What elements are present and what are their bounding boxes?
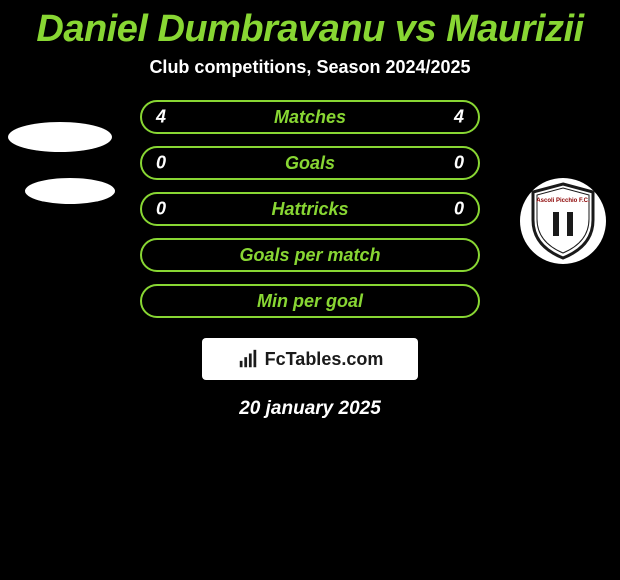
chart-icon: [237, 348, 259, 370]
watermark-link[interactable]: FcTables.com: [202, 338, 418, 380]
stat-label: Min per goal: [257, 291, 363, 312]
stat-row-matches: 4 Matches 4: [140, 100, 480, 134]
stat-right-value: 0: [454, 153, 464, 174]
stat-left-value: 0: [156, 199, 166, 220]
stat-row-goals: 0 Goals 0: [140, 146, 480, 180]
stat-row-goals-per-match: Goals per match: [140, 238, 480, 272]
stat-label: Matches: [274, 107, 346, 128]
stat-right-value: 4: [454, 107, 464, 128]
watermark-text: FcTables.com: [265, 349, 384, 370]
subtitle: Club competitions, Season 2024/2025: [0, 57, 620, 100]
stat-label: Goals per match: [239, 245, 380, 266]
stat-left-value: 0: [156, 153, 166, 174]
page-title: Daniel Dumbravanu vs Maurizii: [0, 0, 620, 57]
stat-label: Hattricks: [271, 199, 348, 220]
comparison-card: Daniel Dumbravanu vs Maurizii Club compe…: [0, 0, 620, 420]
stat-left-value: 4: [156, 107, 166, 128]
stat-right-value: 0: [454, 199, 464, 220]
stat-row-hattricks: 0 Hattricks 0: [140, 192, 480, 226]
generation-date: 20 january 2025: [0, 398, 620, 420]
stat-label: Goals: [285, 153, 335, 174]
stat-row-min-per-goal: Min per goal: [140, 284, 480, 318]
